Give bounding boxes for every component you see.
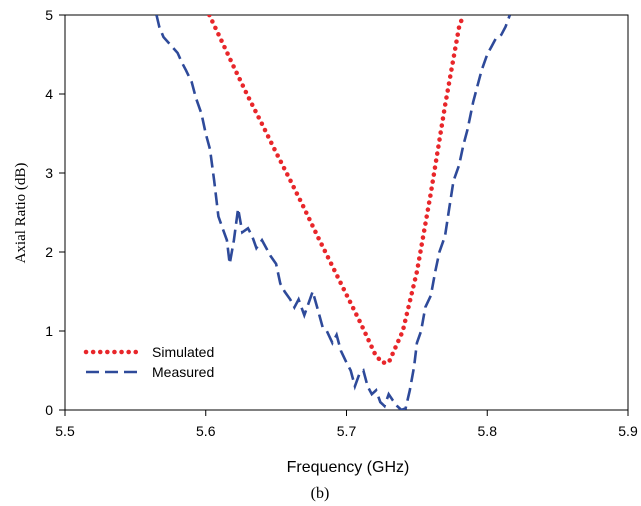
plot-frame (64, 14, 629, 411)
x-tick-label: 5.7 (337, 423, 357, 439)
y-axis-label: Axial Ratio (dB) (13, 163, 29, 264)
series-layer (155, 15, 512, 410)
x-tick-label: 5.8 (478, 423, 498, 439)
series-line-measured (155, 15, 512, 410)
figure-caption: (b) (311, 485, 330, 502)
y-tick-label: 4 (45, 86, 53, 102)
legend-label-measured: Measured (152, 364, 214, 380)
y-tick-label: 5 (45, 7, 53, 23)
y-tick-label: 2 (45, 244, 53, 260)
series-line-simulated (207, 15, 466, 365)
x-tick-label: 5.6 (196, 423, 216, 439)
y-tick-label: 1 (45, 323, 53, 339)
plot-area (64, 14, 629, 411)
y-tick-label: 3 (45, 165, 53, 181)
x-axis-label: Frequency (GHz) (287, 459, 410, 476)
legend-label-simulated: Simulated (152, 344, 214, 360)
y-tick-label: 0 (45, 402, 53, 418)
x-tick-label: 5.9 (618, 423, 638, 439)
x-axis-ticks: 5.5 5.6 5.7 5.8 5.9 (55, 410, 638, 439)
y-axis-ticks: 0 1 2 3 4 5 (45, 7, 65, 418)
legend: Simulated Measured (83, 344, 214, 380)
x-tick-label: 5.5 (55, 423, 75, 439)
